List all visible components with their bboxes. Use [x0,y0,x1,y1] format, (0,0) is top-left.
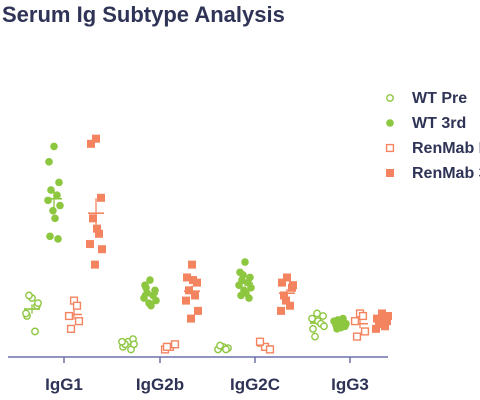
data-point [46,233,54,241]
data-point [312,333,318,339]
data-point [93,225,101,233]
data-point [51,215,59,223]
data-point [68,325,75,332]
data-point [278,279,286,287]
data-point [23,310,29,316]
legend-label: WT Pre [412,90,467,107]
legend-marker [386,119,394,127]
data-point [194,307,202,315]
data-point [289,281,297,289]
data-point [45,158,53,166]
x-tick-label: IgG1 [45,375,83,394]
data-point [188,261,196,269]
legend-marker [387,95,393,101]
data-point [89,214,97,222]
data-point [223,346,229,352]
data-point [86,240,94,248]
data-point [76,318,83,325]
data-point [91,261,99,269]
data-point [189,276,197,284]
data-point [362,328,369,335]
data-point [241,258,249,266]
x-tick-label: IgG2b [136,375,184,394]
data-point [97,194,105,202]
data-point [239,271,247,279]
data-point [26,292,32,298]
data-point [98,245,106,253]
legend-label: RenMab Pre [412,140,480,157]
data-point [310,326,316,332]
data-point [277,307,285,315]
data-point [191,291,199,299]
legend-label: RenMab 3rd [412,165,480,182]
data-point [164,343,171,350]
data-point [50,143,58,151]
data-point [182,297,190,305]
data-point [352,318,359,325]
data-point [172,341,179,348]
data-point [267,346,274,353]
legend-marker [387,145,394,152]
data-point [354,333,361,340]
x-tick-label: IgG2C [230,375,280,394]
data-point [147,302,155,310]
data-point [142,284,150,292]
data-point [187,315,195,323]
data-point [35,300,41,306]
data-point [360,313,367,320]
legend-marker [386,169,394,177]
data-point [49,207,57,215]
legend-label: WT 3rd [412,115,466,132]
data-point [334,316,342,324]
data-point [47,186,55,194]
data-point [44,197,52,205]
data-point [309,315,315,321]
data-point [314,310,320,316]
data-point [54,235,62,243]
data-point [66,313,73,320]
data-point [257,338,264,345]
data-point [245,294,253,302]
data-point [131,341,137,347]
data-point [87,140,95,148]
data-point [74,302,81,309]
data-point [217,342,223,348]
data-point [379,315,387,323]
data-point [53,191,61,199]
data-point [119,339,125,345]
data-point [282,297,290,305]
data-point [321,323,327,329]
data-point [32,328,38,334]
data-point [56,202,64,210]
data-point [237,292,245,300]
x-tick-label: IgG3 [331,375,369,394]
data-point [55,179,63,187]
